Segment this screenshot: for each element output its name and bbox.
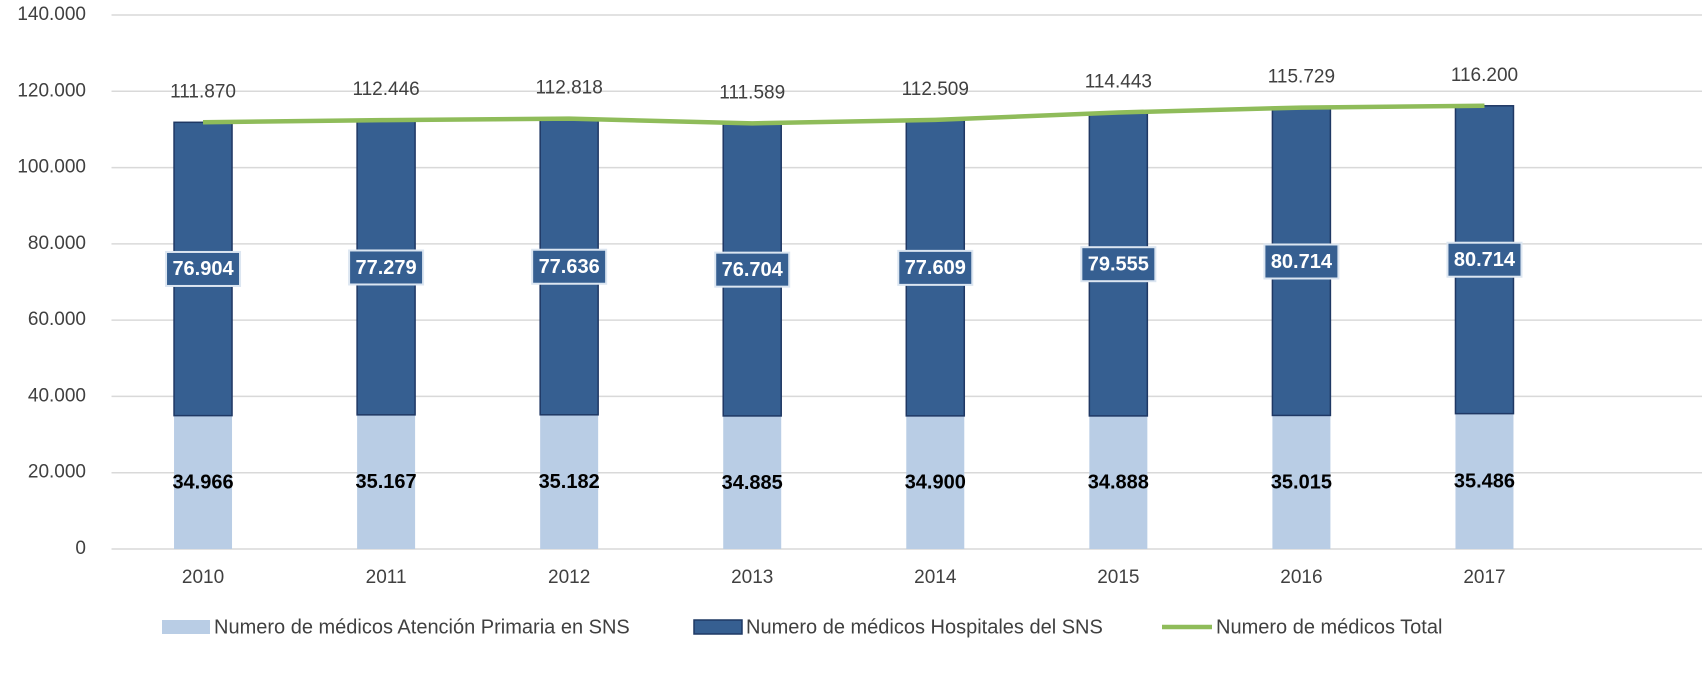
y-tick-label: 120.000: [17, 80, 86, 101]
y-tick-label: 140.000: [17, 4, 86, 25]
legend-label: Numero de médicos Total: [1216, 616, 1442, 638]
data-label: 80.714: [1271, 251, 1333, 273]
data-label: 76.704: [722, 259, 784, 281]
data-label: 112.818: [536, 78, 603, 99]
y-tick-label: 0: [75, 538, 86, 559]
bar: [174, 415, 233, 549]
y-tick-label: 20.000: [28, 462, 86, 483]
data-label: 76.904: [172, 258, 234, 280]
x-tick-label: 2014: [914, 567, 957, 588]
bar: [1272, 415, 1331, 549]
y-tick-label: 40.000: [28, 385, 86, 406]
bar: [723, 415, 782, 549]
bar: [1455, 413, 1514, 549]
label-box: [1080, 246, 1157, 283]
label-box: [1263, 243, 1340, 280]
legend-label: Numero de médicos Atención Primaria en S…: [214, 616, 630, 638]
y-tick-label: 60.000: [28, 309, 86, 330]
x-tick-label: 2012: [548, 567, 590, 588]
x-tick-label: 2011: [366, 567, 407, 588]
data-label: 34.888: [1088, 472, 1149, 494]
data-label: 35.167: [356, 471, 417, 493]
data-label: 34.966: [172, 472, 233, 494]
data-label: 77.636: [539, 256, 600, 278]
bar: [906, 415, 965, 549]
x-tick-label: 2017: [1463, 567, 1505, 588]
label-box: [165, 250, 242, 287]
data-label: 116.200: [1451, 65, 1518, 86]
label-box: [714, 251, 791, 288]
data-label: 77.279: [356, 257, 417, 279]
data-label: 80.714: [1454, 249, 1516, 271]
data-label: 114.443: [1085, 71, 1152, 92]
x-tick-label: 2015: [1097, 567, 1139, 588]
legend-swatch: [693, 619, 743, 635]
line: [203, 103, 1485, 126]
data-label: 34.885: [722, 472, 783, 494]
legend-label: Numero de médicos Hospitales del SNS: [746, 616, 1103, 638]
y-tick-label: 80.000: [28, 233, 86, 254]
data-label: 77.609: [905, 257, 966, 279]
bar: [357, 414, 416, 549]
y-tick-label: 100.000: [17, 157, 86, 178]
label-box: [531, 248, 608, 285]
x-tick-label: 2013: [731, 567, 773, 588]
x-tick-label: 2010: [182, 567, 224, 588]
data-label: 35.015: [1271, 472, 1332, 494]
data-label: 35.486: [1454, 471, 1515, 493]
data-label: 111.589: [719, 82, 785, 103]
data-label: 111.870: [170, 81, 236, 102]
data-label: 115.729: [1268, 67, 1335, 88]
x-tick-label: 2016: [1280, 567, 1322, 588]
label-box: [897, 249, 974, 286]
label-box: [1446, 241, 1523, 278]
data-label: 35.182: [539, 471, 600, 493]
data-label: 112.446: [352, 79, 419, 100]
label-box: [348, 249, 425, 286]
bar: [540, 414, 599, 549]
data-label: 112.509: [902, 79, 969, 100]
legend-swatch: [162, 620, 210, 634]
data-label: 34.900: [905, 472, 966, 494]
bar: [1089, 415, 1148, 549]
data-label: 79.555: [1088, 253, 1149, 275]
